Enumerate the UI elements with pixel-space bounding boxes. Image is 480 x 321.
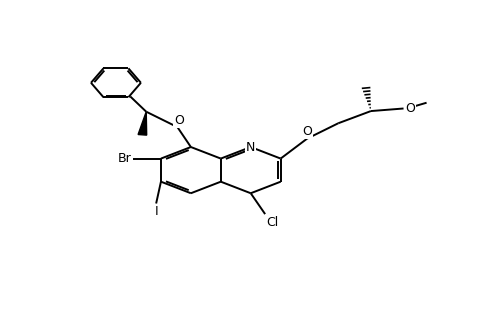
Text: O: O	[174, 114, 184, 127]
Text: O: O	[302, 125, 312, 138]
Text: O: O	[405, 102, 415, 115]
Polygon shape	[138, 112, 147, 135]
Text: Cl: Cl	[266, 216, 279, 229]
Text: N: N	[246, 141, 255, 153]
Text: Br: Br	[118, 152, 132, 165]
Text: I: I	[155, 205, 158, 218]
